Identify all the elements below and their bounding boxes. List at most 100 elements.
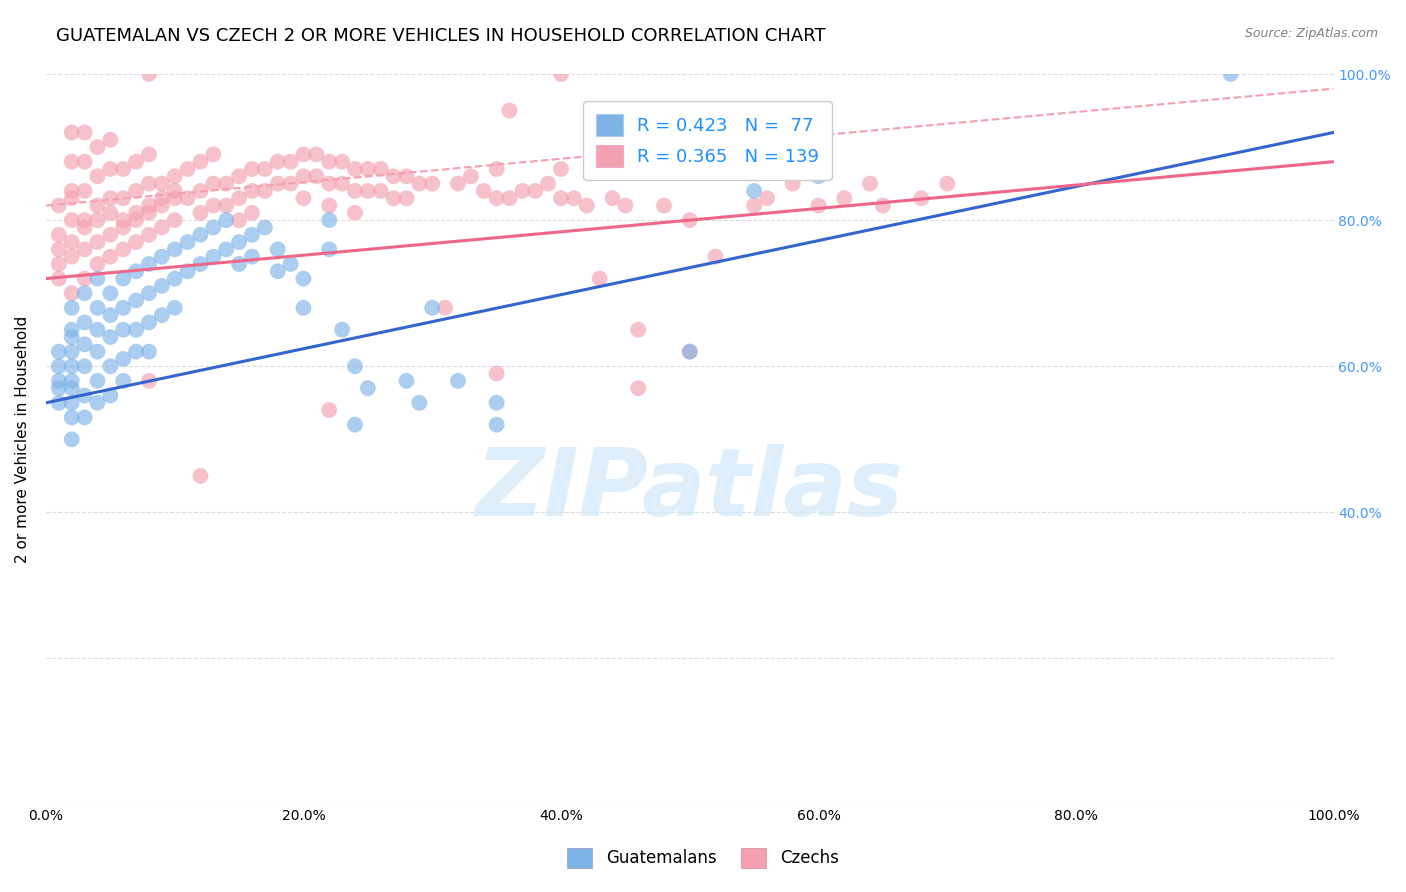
- Point: [742, 184, 765, 198]
- Point: [240, 227, 263, 242]
- Point: [190, 154, 212, 169]
- Point: [73, 315, 96, 329]
- Point: [112, 243, 135, 257]
- Point: [86, 198, 108, 212]
- Point: [267, 177, 290, 191]
- Point: [1219, 67, 1241, 81]
- Point: [176, 264, 198, 278]
- Point: [48, 381, 70, 395]
- Point: [190, 227, 212, 242]
- Point: [832, 191, 855, 205]
- Point: [138, 344, 160, 359]
- Point: [86, 213, 108, 227]
- Point: [86, 301, 108, 315]
- Point: [550, 67, 572, 81]
- Point: [485, 161, 508, 176]
- Point: [163, 191, 186, 205]
- Point: [228, 257, 250, 271]
- Point: [60, 213, 83, 227]
- Point: [48, 257, 70, 271]
- Point: [73, 359, 96, 374]
- Point: [280, 257, 302, 271]
- Point: [138, 257, 160, 271]
- Point: [60, 433, 83, 447]
- Point: [550, 161, 572, 176]
- Point: [48, 396, 70, 410]
- Point: [125, 154, 148, 169]
- Point: [512, 184, 534, 198]
- Text: Source: ZipAtlas.com: Source: ZipAtlas.com: [1244, 27, 1378, 40]
- Point: [73, 126, 96, 140]
- Point: [872, 198, 894, 212]
- Point: [60, 235, 83, 249]
- Point: [627, 381, 650, 395]
- Point: [357, 161, 380, 176]
- Point: [86, 169, 108, 184]
- Point: [537, 177, 560, 191]
- Point: [112, 220, 135, 235]
- Point: [588, 271, 610, 285]
- Point: [267, 264, 290, 278]
- Legend: R = 0.423   N =  77, R = 0.365   N = 139: R = 0.423 N = 77, R = 0.365 N = 139: [583, 102, 832, 179]
- Point: [112, 301, 135, 315]
- Point: [98, 133, 121, 147]
- Point: [48, 227, 70, 242]
- Point: [859, 177, 882, 191]
- Point: [60, 381, 83, 395]
- Point: [48, 344, 70, 359]
- Text: GUATEMALAN VS CZECH 2 OR MORE VEHICLES IN HOUSEHOLD CORRELATION CHART: GUATEMALAN VS CZECH 2 OR MORE VEHICLES I…: [56, 27, 825, 45]
- Point: [73, 337, 96, 351]
- Point: [138, 206, 160, 220]
- Point: [215, 177, 238, 191]
- Point: [627, 323, 650, 337]
- Point: [150, 250, 173, 264]
- Point: [756, 191, 779, 205]
- Point: [176, 161, 198, 176]
- Point: [202, 147, 225, 161]
- Point: [550, 191, 572, 205]
- Point: [98, 330, 121, 344]
- Point: [60, 154, 83, 169]
- Point: [163, 243, 186, 257]
- Point: [343, 184, 366, 198]
- Point: [112, 323, 135, 337]
- Point: [280, 154, 302, 169]
- Point: [98, 308, 121, 322]
- Point: [395, 374, 418, 388]
- Point: [86, 235, 108, 249]
- Point: [408, 396, 430, 410]
- Point: [60, 374, 83, 388]
- Point: [73, 271, 96, 285]
- Point: [614, 198, 637, 212]
- Point: [60, 359, 83, 374]
- Point: [150, 191, 173, 205]
- Point: [73, 388, 96, 402]
- Point: [318, 177, 340, 191]
- Point: [318, 198, 340, 212]
- Point: [125, 206, 148, 220]
- Point: [292, 191, 315, 205]
- Point: [60, 191, 83, 205]
- Point: [357, 184, 380, 198]
- Point: [112, 213, 135, 227]
- Point: [240, 184, 263, 198]
- Point: [292, 301, 315, 315]
- Point: [112, 161, 135, 176]
- Point: [305, 147, 328, 161]
- Point: [679, 344, 702, 359]
- Point: [434, 301, 457, 315]
- Point: [86, 396, 108, 410]
- Point: [73, 213, 96, 227]
- Point: [485, 191, 508, 205]
- Point: [498, 191, 520, 205]
- Point: [48, 359, 70, 374]
- Point: [240, 161, 263, 176]
- Point: [807, 169, 830, 184]
- Point: [253, 220, 276, 235]
- Point: [370, 161, 392, 176]
- Point: [60, 250, 83, 264]
- Point: [112, 374, 135, 388]
- Point: [202, 220, 225, 235]
- Point: [98, 161, 121, 176]
- Point: [98, 227, 121, 242]
